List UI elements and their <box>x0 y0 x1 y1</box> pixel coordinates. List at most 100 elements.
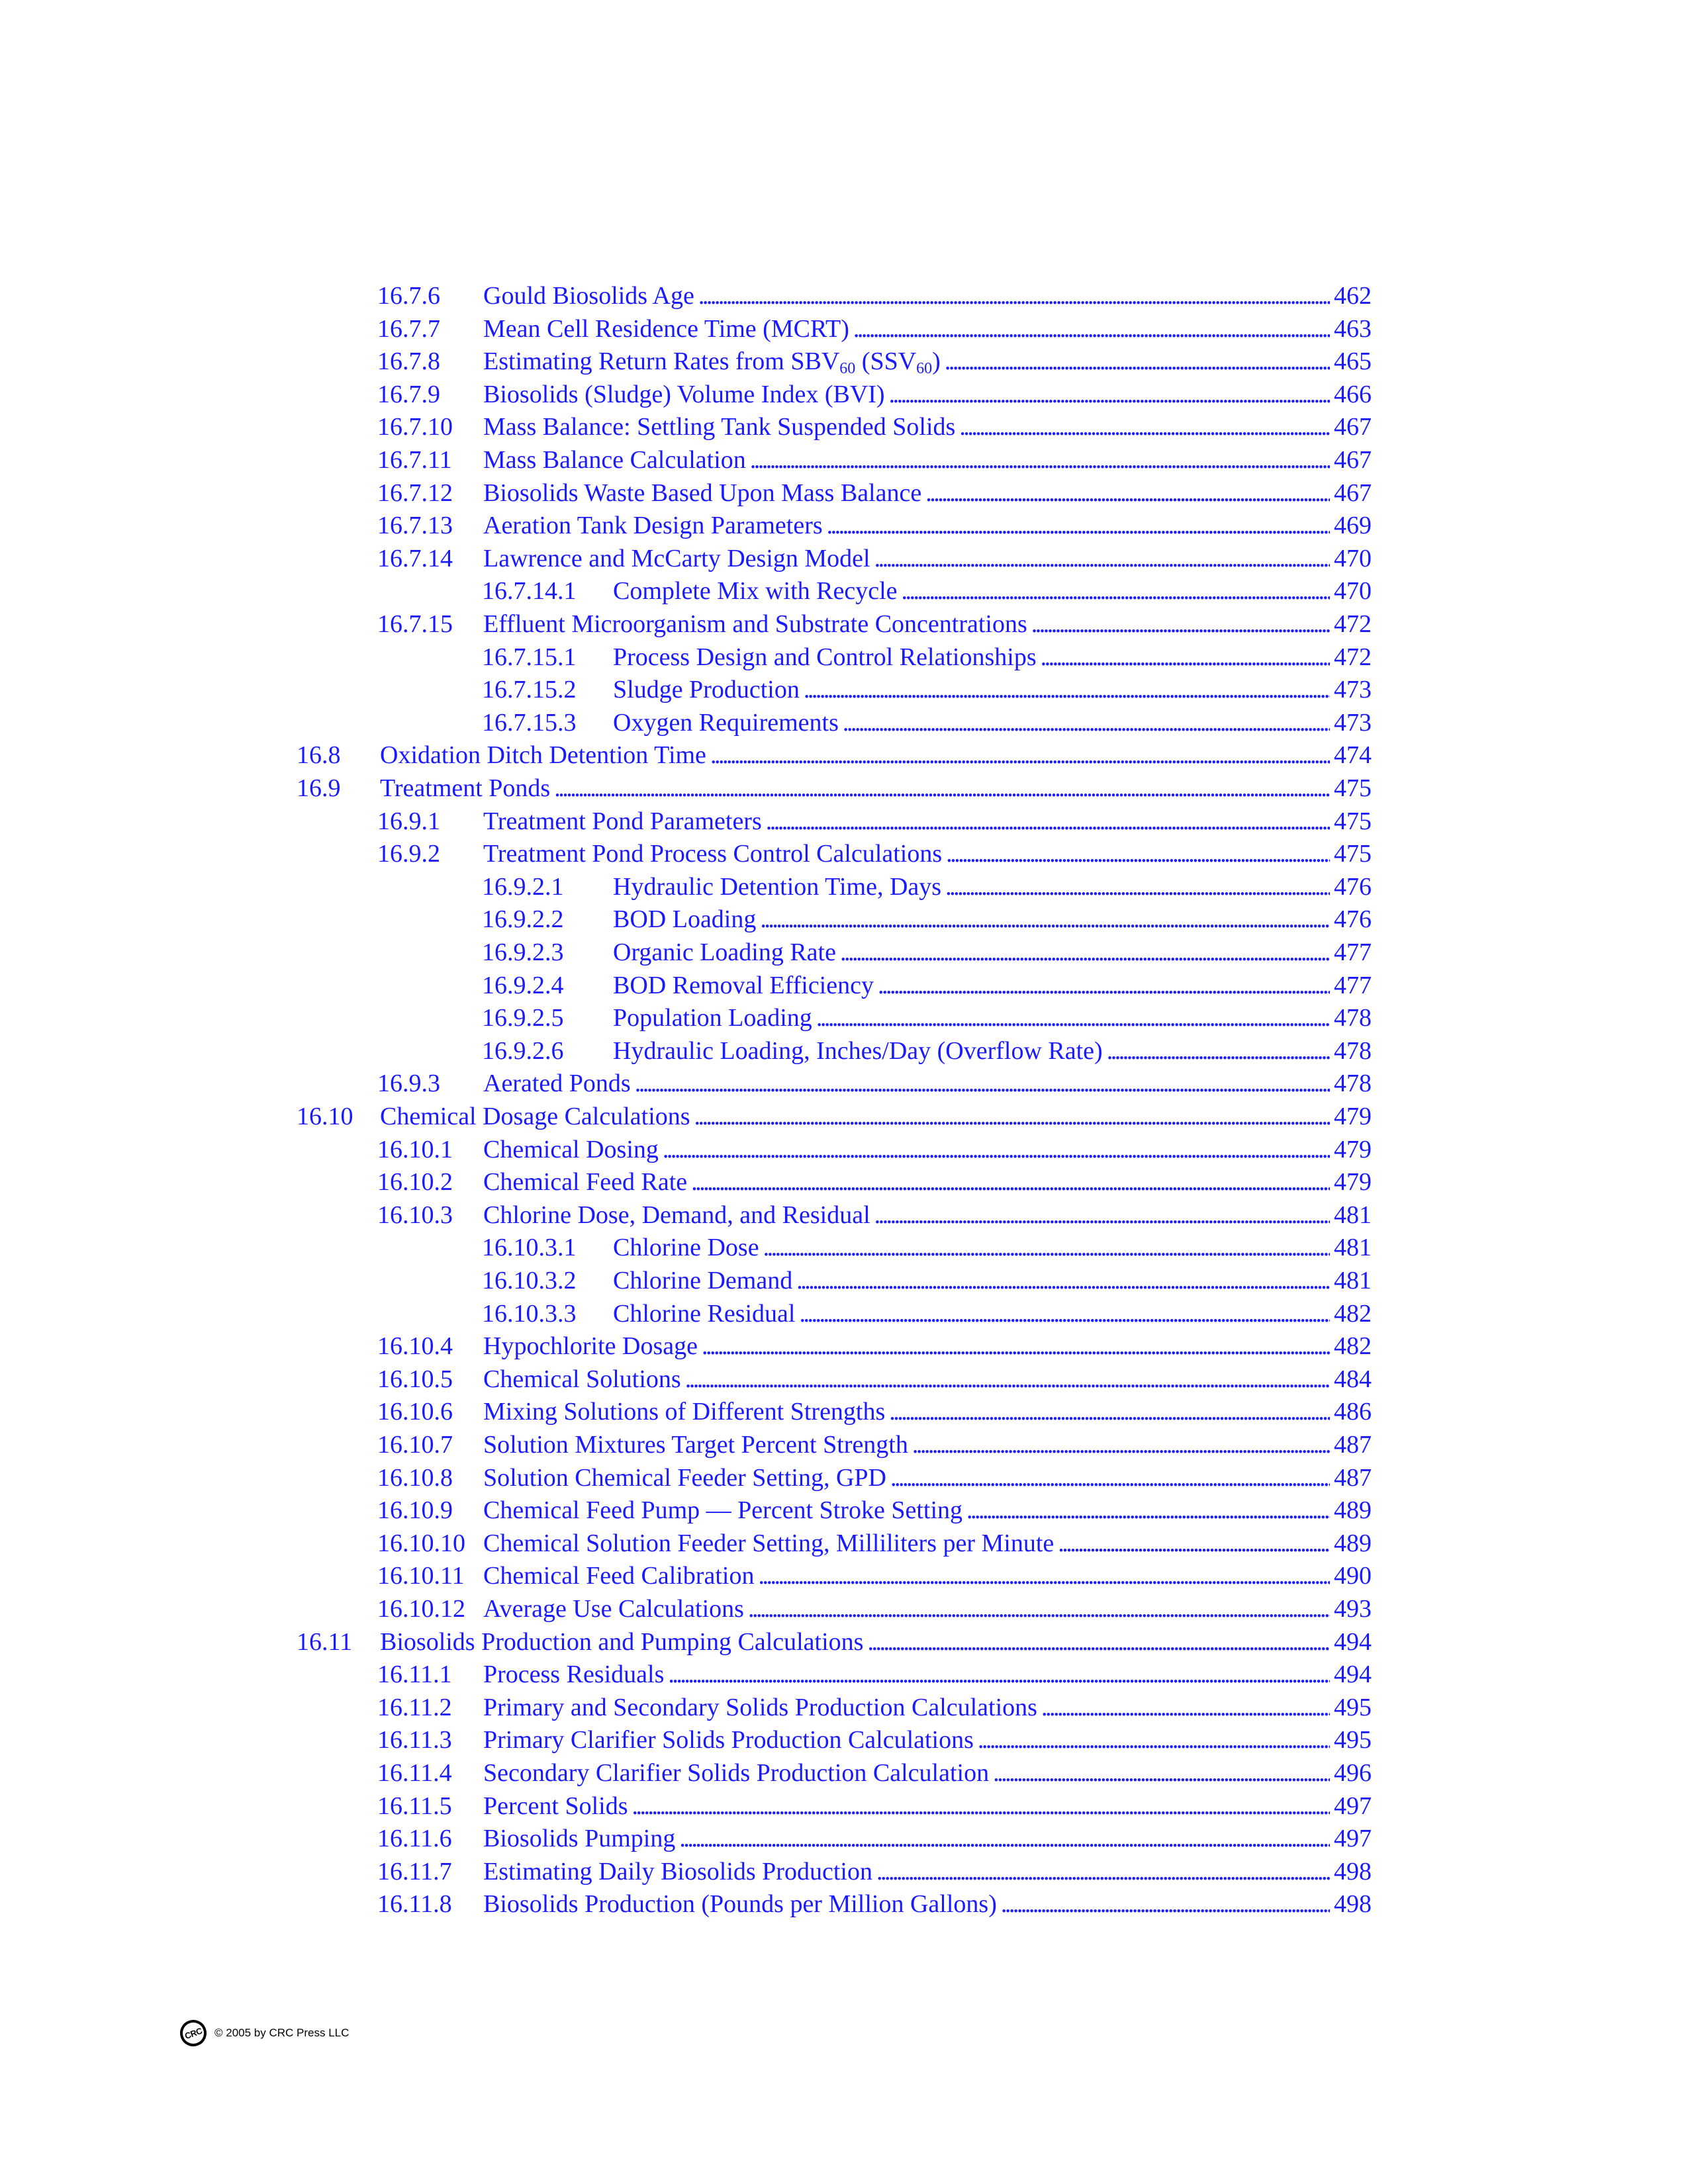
toc-entry-number: 16.10.12 <box>377 1595 465 1623</box>
dot-leader <box>1058 1527 1330 1560</box>
toc-entry[interactable]: 16.11.7 Estimating Daily Biosolids Produc… <box>377 1855 1372 1888</box>
toc-entry[interactable]: 16.11.5 Percent Solids 497 <box>377 1790 1372 1823</box>
copyright-notice: © 2005 by CRC Press LLC <box>214 2026 350 2039</box>
dot-leader <box>763 1231 1330 1264</box>
toc-entry-title-text: Estimating Return Rates from SBV <box>483 347 840 376</box>
toc-entry[interactable]: 16.7.6 Gould Biosolids Age 462 <box>377 279 1372 312</box>
dot-leader <box>632 1790 1330 1823</box>
toc-entry-title: Treatment Ponds <box>380 772 550 805</box>
toc-entry[interactable]: 16.9.3 Aerated Ponds 478 <box>377 1067 1372 1100</box>
toc-entry[interactable]: 16.10 Chemical Dosage Calculations 479 <box>297 1100 1372 1133</box>
toc-entry-number: 16.10.3.3 <box>482 1299 577 1328</box>
toc-entry-title: Chemical Feed Pump — Percent Stroke Sett… <box>483 1494 962 1527</box>
toc-entry-title: Estimating Return Rates from SBV60 (SSV6… <box>483 345 941 378</box>
toc-entry-page-number: 481 <box>1334 1267 1372 1295</box>
toc-entry[interactable]: 16.9.2 Treatment Pond Process Control Cal… <box>377 837 1372 870</box>
toc-entry[interactable]: 16.9.1 Treatment Pond Parameters 475 <box>377 805 1372 838</box>
toc-entry-title-text: Chlorine Dose <box>613 1234 759 1262</box>
toc-entry[interactable]: 16.7.14 Lawrence and McCarty Design Model… <box>377 542 1372 575</box>
dot-leader <box>1001 1888 1330 1921</box>
toc-entry[interactable]: 16.7.12 Biosolids Waste Based Upon Mass B… <box>377 477 1372 510</box>
toc-entry[interactable]: 16.9.2.2 BOD Loading 476 <box>482 903 1372 936</box>
toc-entry[interactable]: 16.9.2.3 Organic Loading Rate 477 <box>482 936 1372 969</box>
toc-entry-title-text: Chemical Feed Calibration <box>483 1562 755 1590</box>
crc-press-logo-icon: CRC <box>176 2016 211 2050</box>
dot-leader <box>710 739 1330 772</box>
toc-entry-number: 16.10.3.1 <box>482 1234 577 1262</box>
toc-entry[interactable]: 16.10.8 Solution Chemical Feeder Setting,… <box>377 1461 1372 1494</box>
toc-entry-title-text: Treatment Pond Process Control Calculati… <box>483 840 943 868</box>
toc-entry[interactable]: 16.8 Oxidation Ditch Detention Time 474 <box>297 739 1372 772</box>
toc-entry[interactable]: 16.10.5 Chemical Solutions 484 <box>377 1363 1372 1396</box>
toc-entry[interactable]: 16.10.3.1 Chlorine Dose 481 <box>482 1231 1372 1264</box>
toc-entry-page-number: 478 <box>1334 1004 1372 1032</box>
toc-entry[interactable]: 16.7.11 Mass Balance Calculation 467 <box>377 443 1372 477</box>
toc-entry[interactable]: 16.10.11 Chemical Feed Calibration 490 <box>377 1559 1372 1592</box>
toc-entry[interactable]: 16.9 Treatment Ponds 475 <box>297 772 1372 805</box>
toc-entry-title: Chemical Feed Rate <box>483 1165 687 1199</box>
toc-entry[interactable]: 16.7.9 Biosolids (Sludge) Volume Index (B… <box>377 378 1372 411</box>
toc-entry-page-number: 467 <box>1334 478 1372 507</box>
toc-entry-title-text: Biosolids Waste Based Upon Mass Balance <box>483 478 922 507</box>
toc-entry-title: Chemical Solutions <box>483 1363 681 1396</box>
toc-entry[interactable]: 16.11.3 Primary Clarifier Solids Producti… <box>377 1723 1372 1756</box>
dot-leader <box>1107 1034 1330 1068</box>
toc-entry[interactable]: 16.10.6 Mixing Solutions of Different Str… <box>377 1395 1372 1428</box>
toc-entry-number: 16.10.8 <box>377 1463 453 1492</box>
toc-entry[interactable]: 16.7.8 Estimating Return Rates from SBV60… <box>377 345 1372 378</box>
toc-entry[interactable]: 16.9.2.6 Hydraulic Loading, Inches/Day (O… <box>482 1034 1372 1068</box>
toc-entry-title: Chlorine Residual <box>613 1297 795 1330</box>
toc-entry-page-number: 479 <box>1334 1168 1372 1197</box>
toc-entry-page-number: 479 <box>1334 1103 1372 1130</box>
dot-leader <box>912 1428 1330 1461</box>
toc-entry-title: Chemical Feed Calibration <box>483 1559 754 1592</box>
toc-entry[interactable]: 16.7.15.3 Oxygen Requirements 473 <box>482 706 1372 739</box>
toc-entry[interactable]: 16.11.2 Primary and Secondary Solids Prod… <box>377 1691 1372 1724</box>
toc-entry-page-number: 467 <box>1334 446 1372 474</box>
toc-entry[interactable]: 16.7.13 Aeration Tank Design Parameters 46… <box>377 509 1372 542</box>
toc-entry[interactable]: 16.10.12 Average Use Calculations 493 <box>377 1592 1372 1625</box>
toc-entry-page-number: 477 <box>1334 971 1372 999</box>
toc-entry[interactable]: 16.11.4 Secondary Clarifier Solids Produc… <box>377 1756 1372 1790</box>
toc-entry-page-number: 475 <box>1334 840 1372 868</box>
toc-entry[interactable]: 16.7.10 Mass Balance: Settling Tank Suspe… <box>377 410 1372 443</box>
toc-entry[interactable]: 16.7.15.2 Sludge Production 473 <box>482 673 1372 706</box>
toc-entry-number: 16.9.2.3 <box>482 938 564 966</box>
toc-entry-number: 16.10 <box>297 1103 353 1130</box>
toc-entry[interactable]: 16.7.14.1 Complete Mix with Recycle 470 <box>482 574 1372 608</box>
toc-entry-title-text: Percent Solids <box>483 1792 628 1820</box>
toc-entry[interactable]: 16.9.2.4 BOD Removal Efficiency 477 <box>482 969 1372 1002</box>
toc-entry[interactable]: 16.10.3.3 Chlorine Residual 482 <box>482 1297 1372 1330</box>
toc-entry-title: Chemical Dosage Calculations <box>380 1100 690 1133</box>
toc-entry-number: 16.7.9 <box>377 380 440 408</box>
toc-entry[interactable]: 16.10.2 Chemical Feed Rate 479 <box>377 1165 1372 1199</box>
toc-entry[interactable]: 16.10.3.2 Chlorine Demand 481 <box>482 1264 1372 1297</box>
toc-entry[interactable]: 16.11.8 Biosolids Production (Pounds per … <box>377 1888 1372 1921</box>
toc-entry-page-number: 487 <box>1334 1463 1372 1492</box>
toc-entry[interactable]: 16.7.15.1 Process Design and Control Rela… <box>482 641 1372 674</box>
dot-leader <box>679 1822 1330 1855</box>
toc-entry-title-text: Sludge Production <box>613 676 800 704</box>
dot-leader <box>876 1855 1330 1888</box>
toc-entry[interactable]: 16.10.9 Chemical Feed Pump — Percent Stro… <box>377 1494 1372 1527</box>
toc-entry[interactable]: 16.11.6 Biosolids Pumping 497 <box>377 1822 1372 1855</box>
toc-entry-title-text: Biosolids (Sludge) Volume Index (BVI) <box>483 380 885 408</box>
toc-entry-title-text: Secondary Clarifier Solids Production Ca… <box>483 1759 990 1787</box>
dot-leader <box>889 378 1330 411</box>
toc-entry[interactable]: 16.7.7 Mean Cell Residence Time (MCRT) 463 <box>377 312 1372 345</box>
toc-entry[interactable]: 16.9.2.5 Population Loading 478 <box>482 1001 1372 1034</box>
toc-entry[interactable]: 16.10.4 Hypochlorite Dosage 482 <box>377 1330 1372 1363</box>
toc-entry[interactable]: 16.11.1 Process Residuals 494 <box>377 1658 1372 1691</box>
toc-entry-title: Oxygen Requirements <box>613 706 839 739</box>
toc-entry[interactable]: 16.9.2.1 Hydraulic Detention Time, Days 47… <box>482 870 1372 903</box>
toc-entry[interactable]: 16.10.10 Chemical Solution Feeder Setting… <box>377 1527 1372 1560</box>
toc-entry[interactable]: 16.10.3 Chlorine Dose, Demand, and Residu… <box>377 1199 1372 1232</box>
toc-entry[interactable]: 16.10.1 Chemical Dosing 479 <box>377 1133 1372 1166</box>
toc-entry[interactable]: 16.7.15 Effluent Microorganism and Substr… <box>377 608 1372 641</box>
toc-entry-title-text: Solution Mixtures Target Percent Strengt… <box>483 1431 908 1459</box>
toc-entry-title: Oxidation Ditch Detention Time <box>380 739 706 772</box>
toc-entry[interactable]: 16.10.7 Solution Mixtures Target Percent … <box>377 1428 1372 1461</box>
toc-entry-title: Treatment Pond Parameters <box>483 805 762 838</box>
dot-leader <box>635 1067 1330 1100</box>
toc-entry[interactable]: 16.11 Biosolids Production and Pumping Ca… <box>297 1625 1372 1659</box>
